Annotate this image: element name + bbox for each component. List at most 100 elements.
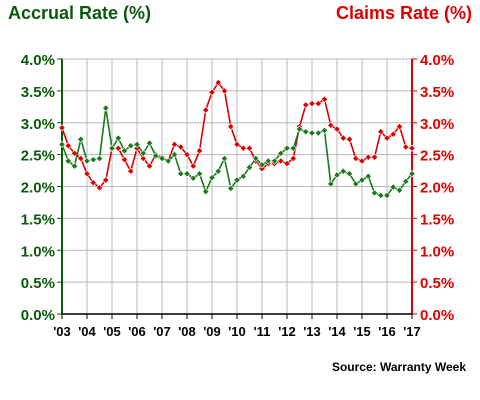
accrual-rate-point <box>158 154 166 163</box>
claims-rate-point <box>58 124 66 132</box>
x-tick-label: '03 <box>53 324 71 339</box>
claims-rate-point <box>364 153 372 161</box>
accrual-rate-point <box>233 176 241 184</box>
claims-rate-point <box>102 176 110 184</box>
claims-rate-point <box>408 144 416 152</box>
accrual-rate-point <box>102 104 110 112</box>
claims-rate-point <box>289 154 297 163</box>
right-y-tick-label: 1.5% <box>420 211 454 228</box>
left-y-tick-label: 3.5% <box>21 84 55 101</box>
claims-rate-point <box>127 167 135 175</box>
claims-rate-point <box>389 130 397 138</box>
x-tick-label: '08 <box>178 324 196 339</box>
accrual-rate-point <box>245 163 254 172</box>
accrual-rate-point <box>389 183 397 191</box>
accrual-rate-point <box>395 186 404 194</box>
accrual-rate-point <box>58 140 66 149</box>
accrual-rate-point <box>327 180 335 188</box>
claims-rate-point <box>339 134 347 142</box>
x-tick-label: '17 <box>403 324 421 339</box>
accrual-rate-series <box>58 104 416 200</box>
left-y-tick-label: 1.5% <box>21 211 55 228</box>
x-tick-label: '05 <box>103 324 121 339</box>
right-y-tick-labels: 0.0% 0.5% 1.0% 1.5% 2.0% 2.5% 3.0% 3.5% 4.0% <box>420 52 454 324</box>
accrual-rate-point <box>164 157 172 165</box>
claims-rate-point <box>239 144 247 152</box>
left-y-tick-label: 4.0% <box>21 52 55 69</box>
accrual-rate-point <box>108 144 116 152</box>
claims-rate-point <box>258 165 266 173</box>
claims-rate-point <box>83 170 91 178</box>
left-y-tick-label: 3.0% <box>21 116 55 133</box>
claims-rate-point <box>220 87 229 95</box>
accrual-rate-point <box>345 170 354 178</box>
right-y-tick-label: 3.0% <box>420 116 454 133</box>
claims-rate-point <box>370 153 379 161</box>
claims-rate-point <box>177 143 185 151</box>
accrual-rate-point <box>189 174 197 182</box>
claims-rate-point <box>64 142 72 150</box>
left-y-tick-label: 0.0% <box>21 307 55 324</box>
left-y-tick-label: 2.0% <box>21 180 55 197</box>
x-tick-label: '06 <box>128 324 146 339</box>
accrual-rate-point <box>214 167 222 175</box>
accrual-rate-point <box>308 129 316 137</box>
accrual-rate-point <box>283 144 291 152</box>
claims-rate-point <box>145 162 154 170</box>
claims-rate-point <box>70 149 79 157</box>
right-y-tick-label: 2.5% <box>420 148 454 165</box>
left-y-tick-label: 2.5% <box>21 148 55 165</box>
x-tick-label: '10 <box>228 324 246 339</box>
accrual-rate-point <box>195 170 204 178</box>
accrual-rate-point <box>252 154 260 163</box>
claims-rate-point <box>402 143 410 151</box>
claims-rate-point <box>308 99 316 108</box>
left-y-tick-label: 0.5% <box>21 275 55 292</box>
claims-rate-point <box>183 150 191 159</box>
accrual-rate-point <box>83 157 91 165</box>
accrual-rate-point <box>333 171 341 179</box>
claims-axis-title: Claims Rate (%) <box>335 3 472 23</box>
accrual-rate-point <box>408 170 416 178</box>
gridlines <box>62 58 412 314</box>
accrual-rate-point <box>202 187 210 196</box>
x-tick-labels: '03 '04 '05 '06 '07 '08 '09 '10 '11 '12 '13 '14 '15 '… <box>53 324 421 339</box>
accrual-rate-point <box>370 189 379 197</box>
accrual-rate-point <box>402 177 410 186</box>
claims-rate-point <box>302 101 310 109</box>
claims-rate-point <box>283 159 291 168</box>
right-y-tick-label: 0.5% <box>420 275 454 292</box>
accrual-rate-point <box>77 135 85 143</box>
claims-rate-point <box>277 157 285 165</box>
x-tick-label: '13 <box>303 324 321 339</box>
claims-rate-point <box>189 162 197 170</box>
accrual-rate-point <box>264 157 272 165</box>
left-y-tick-labels: 0.0% 0.5% 1.0% 1.5% 2.0% 2.5% 3.0% 3.5% 4.0% <box>21 52 55 324</box>
accrual-rate-point <box>358 176 366 184</box>
accrual-rate-point <box>120 147 129 155</box>
x-tick-label: '16 <box>378 324 396 339</box>
claims-rate-point <box>233 140 241 149</box>
accrual-rate-point <box>277 149 285 157</box>
claims-rate-point <box>195 147 204 155</box>
accrual-rate-point <box>145 139 154 147</box>
accrual-rate-point <box>352 180 360 188</box>
claims-rate-point <box>114 144 122 152</box>
x-tick-label: '09 <box>203 324 221 339</box>
left-y-tick-label: 1.0% <box>21 243 55 260</box>
right-y-tick-label: 2.0% <box>420 180 454 197</box>
claims-rate-point <box>170 140 179 149</box>
claims-rate-point <box>320 95 329 103</box>
accrual-rate-point <box>114 134 122 142</box>
accrual-axis-title: Accrual Rate (%) <box>8 3 152 23</box>
accrual-rate-point <box>220 154 229 163</box>
accrual-rate-point <box>208 173 216 182</box>
x-tick-label: '04 <box>78 324 96 339</box>
x-tick-label: '12 <box>278 324 296 339</box>
x-tick-label: '14 <box>328 324 346 339</box>
accrual-rate-point <box>295 125 304 133</box>
accrual-rate-point <box>227 184 235 193</box>
claims-rate-point <box>314 99 322 108</box>
claims-rate-point <box>139 154 147 163</box>
claims-rate-point <box>395 122 404 131</box>
